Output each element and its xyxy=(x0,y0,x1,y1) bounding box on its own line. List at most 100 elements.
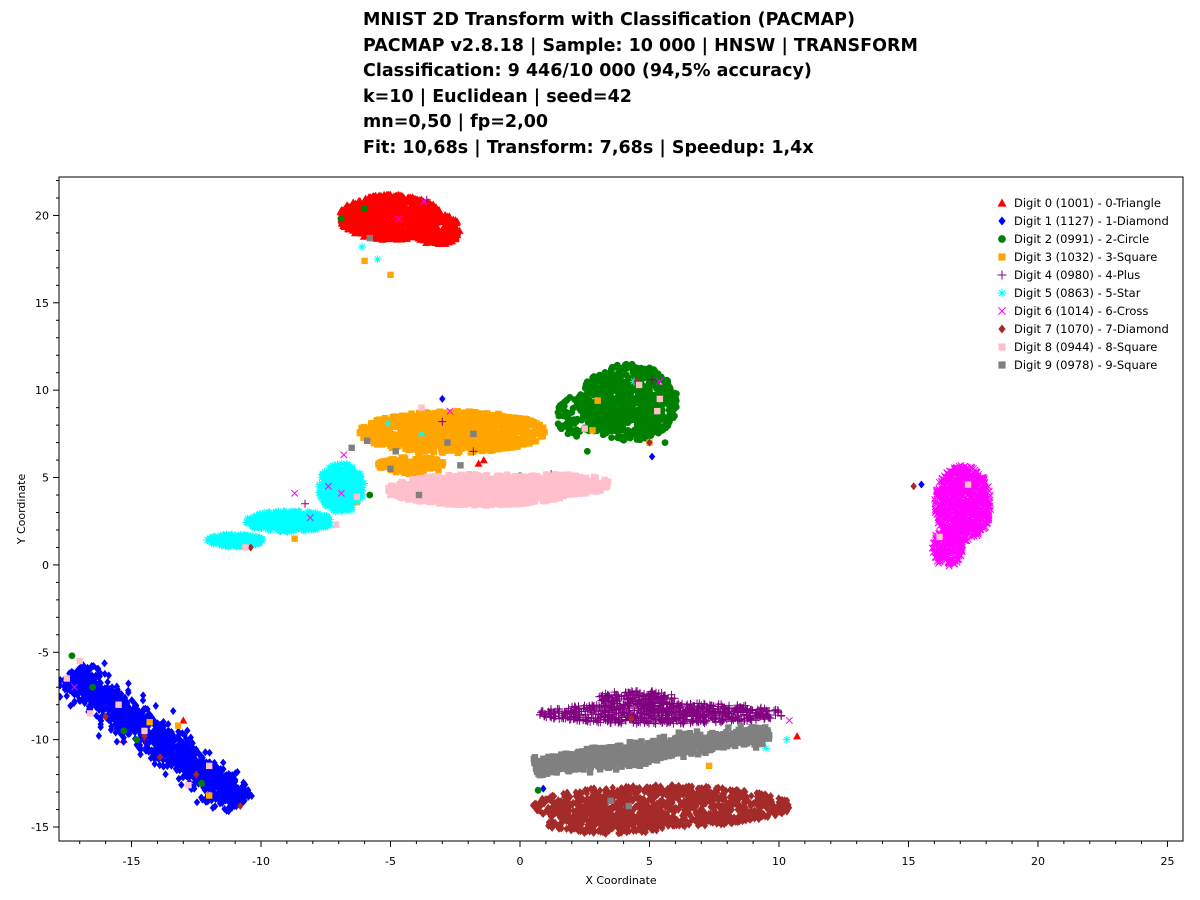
data-point xyxy=(636,422,644,429)
data-point xyxy=(648,452,656,461)
data-point xyxy=(373,220,382,229)
data-point xyxy=(499,445,506,452)
data-point xyxy=(375,460,382,468)
data-point xyxy=(594,397,601,404)
data-point xyxy=(583,447,591,455)
data-point xyxy=(659,412,667,420)
data-point xyxy=(495,415,503,423)
data-point xyxy=(623,364,631,372)
data-point xyxy=(291,535,298,542)
data-point xyxy=(442,417,449,424)
data-point xyxy=(610,371,617,379)
data-point xyxy=(387,195,396,203)
data-point xyxy=(384,190,393,198)
series-0 xyxy=(119,190,802,743)
data-point xyxy=(559,422,566,430)
data-point xyxy=(363,196,372,204)
data-point xyxy=(415,454,422,461)
data-point xyxy=(583,408,591,416)
data-point xyxy=(366,491,374,499)
data-point xyxy=(420,414,427,422)
data-point xyxy=(435,410,443,417)
chart-title: MNIST 2D Transform with Classification (… xyxy=(363,8,1163,162)
data-point xyxy=(568,408,576,416)
data-point xyxy=(618,394,626,402)
data-point xyxy=(402,468,409,476)
data-point xyxy=(566,426,574,434)
data-point xyxy=(602,383,610,391)
data-point xyxy=(426,465,434,472)
data-point xyxy=(637,370,645,378)
data-point xyxy=(435,442,442,449)
data-point xyxy=(589,427,596,434)
data-point xyxy=(370,192,379,200)
data-point xyxy=(591,411,599,419)
data-point xyxy=(389,221,398,229)
data-point xyxy=(387,442,394,449)
data-point xyxy=(454,419,462,426)
data-point xyxy=(95,731,103,740)
data-point xyxy=(653,385,660,392)
data-point xyxy=(162,770,169,779)
data-point xyxy=(380,218,389,226)
data-point xyxy=(608,413,616,421)
data-point xyxy=(361,205,369,212)
title-line-2: PACMAP v2.8.18 | Sample: 10 000 | HNSW |… xyxy=(363,35,918,56)
data-point xyxy=(374,203,383,211)
data-point xyxy=(422,445,429,453)
data-point xyxy=(561,398,568,406)
data-point xyxy=(421,435,428,442)
data-point xyxy=(411,194,420,202)
data-point xyxy=(439,394,446,403)
data-point xyxy=(646,364,653,372)
data-point xyxy=(495,431,502,439)
data-point xyxy=(346,213,355,221)
data-point xyxy=(169,707,177,716)
data-point xyxy=(351,228,360,236)
data-point xyxy=(578,416,586,424)
data-point xyxy=(504,432,512,440)
data-point xyxy=(364,208,373,216)
data-point xyxy=(519,431,526,439)
data-point xyxy=(405,418,412,425)
data-point xyxy=(391,415,398,422)
data-point xyxy=(645,427,653,435)
data-point xyxy=(352,224,361,232)
data-point xyxy=(571,396,579,404)
data-point xyxy=(399,216,408,225)
data-point xyxy=(603,389,611,397)
data-point xyxy=(466,425,473,432)
data-point xyxy=(479,414,486,422)
data-point xyxy=(659,426,667,434)
data-point xyxy=(429,414,437,422)
data-point xyxy=(505,413,512,421)
data-point xyxy=(641,391,649,399)
data-point xyxy=(395,225,404,233)
data-point xyxy=(618,382,626,390)
data-point xyxy=(617,407,625,415)
data-point xyxy=(376,232,385,240)
data-point xyxy=(410,197,419,205)
data-point xyxy=(465,408,472,415)
data-point xyxy=(356,197,365,205)
data-point xyxy=(401,432,408,440)
data-point xyxy=(458,444,466,452)
data-point xyxy=(477,432,485,439)
data-point xyxy=(426,455,433,462)
data-point xyxy=(174,722,182,729)
title-line-3: Classification: 9 446/10 000 (94,5% accu… xyxy=(363,61,812,82)
data-point xyxy=(499,425,506,433)
data-point xyxy=(793,732,802,740)
data-point xyxy=(348,218,357,226)
data-point xyxy=(501,419,509,427)
data-point xyxy=(570,420,578,427)
data-point xyxy=(344,224,353,232)
data-point xyxy=(489,446,496,454)
data-point xyxy=(198,779,205,787)
data-point xyxy=(486,436,493,444)
series-1 xyxy=(59,394,925,816)
data-point xyxy=(484,415,492,422)
data-point xyxy=(113,737,121,746)
data-point xyxy=(139,696,147,705)
data-point xyxy=(603,374,610,381)
